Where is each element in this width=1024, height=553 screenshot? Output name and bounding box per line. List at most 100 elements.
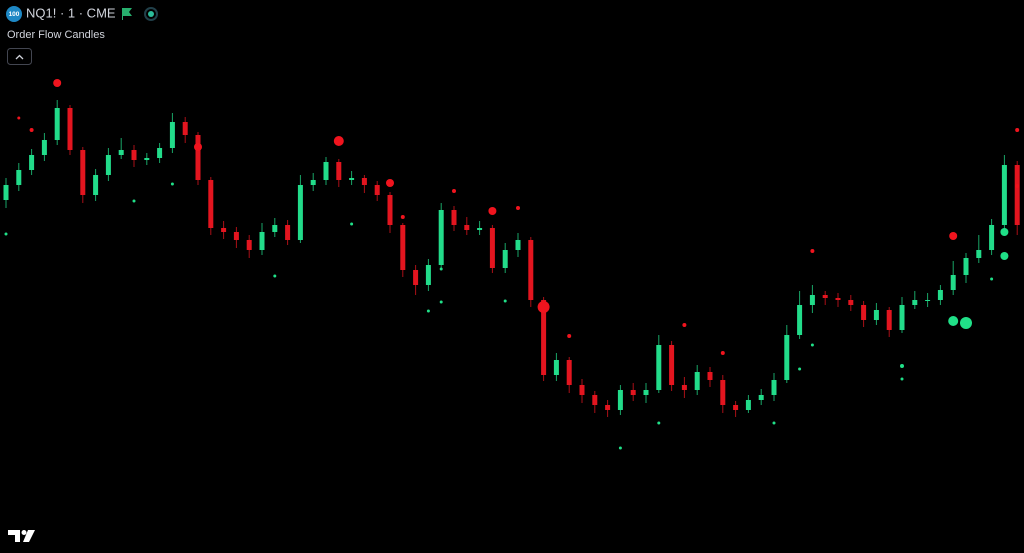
candle-body [80,150,86,195]
candle-body [579,385,585,395]
order-flow-dot [17,116,21,120]
candle-body [989,225,995,250]
candle-body [873,310,879,320]
order-flow-dot [798,367,802,371]
candle-body [29,155,35,170]
order-flow-dot [439,300,443,304]
candle-body [809,295,815,305]
candle-body [758,395,764,400]
order-flow-dot [567,334,572,338]
candle-body [387,195,393,225]
candle-body [950,275,956,290]
candle-body [221,228,227,232]
tv-logo[interactable] [8,530,35,542]
candle-body [438,210,444,265]
order-flow-dot [29,128,34,132]
order-flow-dot [488,207,497,215]
order-flow-dot [452,189,456,193]
candle-body [489,228,495,268]
order-flow-dot [170,182,174,186]
status-dot [148,11,154,17]
candle-body [771,380,777,395]
order-flow-dot [503,299,507,303]
chevron-icon [15,54,24,60]
order-flow-dot [333,136,344,146]
status-icon[interactable] [144,7,158,21]
candle-body [630,390,636,395]
order-flow-dot [900,377,904,381]
candle-body [310,180,316,185]
candle-body [477,228,483,230]
order-flow-dot [810,343,814,347]
candle-body [515,240,521,250]
order-flow-dot [400,215,405,219]
candle-body [41,140,47,155]
candle-body [349,178,355,180]
candle-body [925,300,931,301]
candle-body [93,175,99,195]
candle-body [656,345,662,390]
candle-body [131,150,137,160]
candle-body [400,225,406,270]
candle-body [3,185,9,200]
candle-body [605,405,611,410]
order-flow-dot [439,267,443,271]
candle-body [118,150,124,155]
candle-body [336,162,342,180]
collapse-button[interactable] [7,48,32,65]
candle-body [912,300,918,305]
order-flow-dot [350,222,354,226]
order-flow-dot [949,232,958,240]
candle-body [694,372,700,390]
order-flow-dot [960,317,972,329]
candle-body [1001,165,1007,225]
candle-body [592,395,598,405]
indicator-title[interactable]: Order Flow Candles [7,29,105,41]
candle-body [259,232,265,250]
candle-body [144,158,150,160]
order-flow-dot [772,421,776,425]
order-flow-dot [948,316,959,326]
candle-body [246,240,252,250]
candle-body [822,295,828,298]
candle-body [451,210,457,225]
order-flow-dot [810,249,815,253]
candle-body [425,265,431,285]
order-flow-dot [1015,184,1020,188]
candle-body [233,232,239,240]
candle-body [157,148,163,158]
candle-body [16,170,22,185]
candle-body [374,185,380,195]
candle-body [105,155,111,175]
flag-icon[interactable] [122,8,132,20]
order-flow-dot [132,199,136,203]
order-flow-dot [1000,228,1009,236]
order-flow-dot [990,277,994,281]
candle-body [566,360,572,385]
candle-body [1014,165,1020,225]
order-flow-dot [1015,128,1020,132]
candle-body [285,225,291,240]
candle-body [502,250,508,268]
order-flow-dot [53,79,62,87]
order-flow-dot [720,351,725,355]
candle-body [707,372,713,380]
candle-body [784,335,790,380]
order-flow-dot [273,274,277,278]
symbol-badge[interactable] [6,6,22,22]
candle-body [528,240,534,300]
badge-text: 100 [9,11,20,18]
candle-body [464,225,470,230]
order-flow-dot [657,421,661,425]
candle-body [54,108,60,140]
plot [3,79,1020,450]
order-flow-dot [516,206,520,210]
candle-body [195,135,201,180]
candle-body [553,360,559,375]
candle-body [899,305,905,330]
candle-body [963,258,969,275]
symbol-text[interactable]: NQ1! · 1 · CME [26,5,116,20]
candle-body [745,400,751,410]
